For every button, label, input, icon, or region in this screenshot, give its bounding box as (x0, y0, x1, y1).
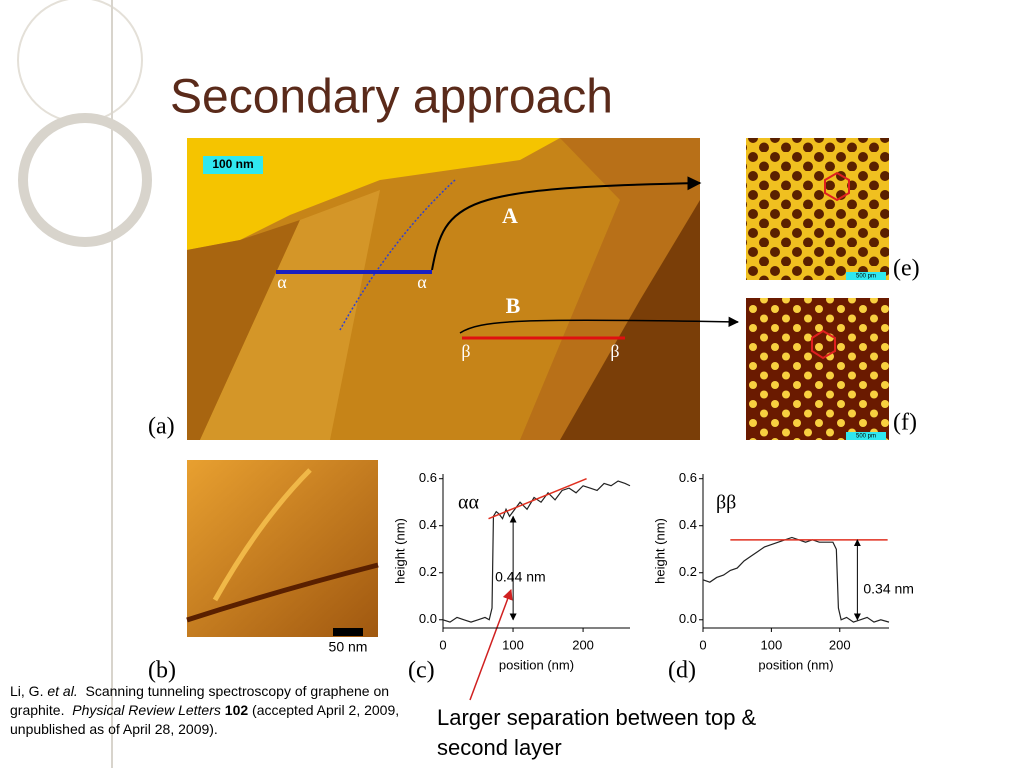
x-tick-label: 0 (699, 637, 706, 652)
x-tick-label: 0 (439, 637, 446, 652)
citation-journal: Physical Review Letters (72, 702, 221, 718)
scale-label: 500 pm (856, 434, 876, 440)
y-tick-label: 0.0 (679, 611, 697, 626)
line-label: A (502, 203, 518, 228)
y-tick-label: 0.6 (419, 470, 437, 485)
fit-line (488, 478, 587, 520)
panel-label: (d) (668, 658, 696, 684)
y-tick-label: 0.2 (419, 564, 437, 579)
profile-label: β (461, 341, 470, 361)
panel-label: (f) (893, 410, 917, 436)
stm-image-e (746, 138, 889, 280)
panel-label: (c) (408, 658, 435, 684)
profile-line (442, 480, 631, 623)
step-label: 0.44 nm (495, 569, 546, 585)
y-axis-label: height (nm) (652, 518, 667, 584)
decor-circle (17, 0, 143, 123)
y-tick-label: 0.4 (679, 517, 697, 532)
x-axis-label: position (nm) (758, 657, 833, 672)
panel-label: (a) (148, 414, 175, 440)
citation: Li, G. et al. Scanning tunneling spectro… (10, 682, 402, 739)
callout-pointer (469, 589, 513, 701)
x-axis-label: position (nm) (499, 657, 574, 672)
profile-label: α (417, 272, 427, 292)
citation-title: Scanning tunneling spectroscopy of graph… (10, 683, 390, 718)
stm-image-f (746, 298, 889, 440)
legend-label: αα (458, 492, 479, 514)
panel-label: (b) (148, 658, 176, 684)
scale-label: 100 nm (212, 157, 253, 171)
citation-volume: 102 (224, 702, 249, 718)
y-tick-label: 0.4 (419, 517, 437, 532)
y-axis-label: height (nm) (392, 518, 407, 584)
profile-line (702, 536, 890, 623)
citation-note: (accepted April 2, 2009, unpublished as … (10, 702, 400, 737)
x-tick-label: 100 (761, 637, 783, 652)
x-tick-label: 200 (572, 637, 594, 652)
scale-label: 50 nm (329, 639, 368, 655)
legend-label: ββ (716, 492, 736, 514)
y-tick-label: 0.6 (679, 470, 697, 485)
x-tick-label: 100 (502, 637, 524, 652)
citation-authors: Li, G. (10, 683, 44, 699)
callout: Larger separation between top & second l… (437, 705, 757, 760)
y-tick-label: 0.2 (679, 564, 697, 579)
y-tick-label: 0.0 (419, 611, 437, 626)
x-tick-label: 200 (829, 637, 851, 652)
scale-label: 500 pm (856, 274, 876, 280)
stm-image-a: 100 nm (187, 138, 740, 440)
profile-label: α (277, 272, 287, 292)
slide-title: Secondary approach (170, 71, 613, 124)
line-label: B (506, 293, 521, 318)
citation-etal: et al. (47, 683, 78, 699)
decor-circle (18, 113, 152, 247)
profile-label: β (610, 341, 619, 361)
panel-label: (e) (893, 256, 920, 282)
step-label: 0.34 nm (863, 581, 914, 597)
